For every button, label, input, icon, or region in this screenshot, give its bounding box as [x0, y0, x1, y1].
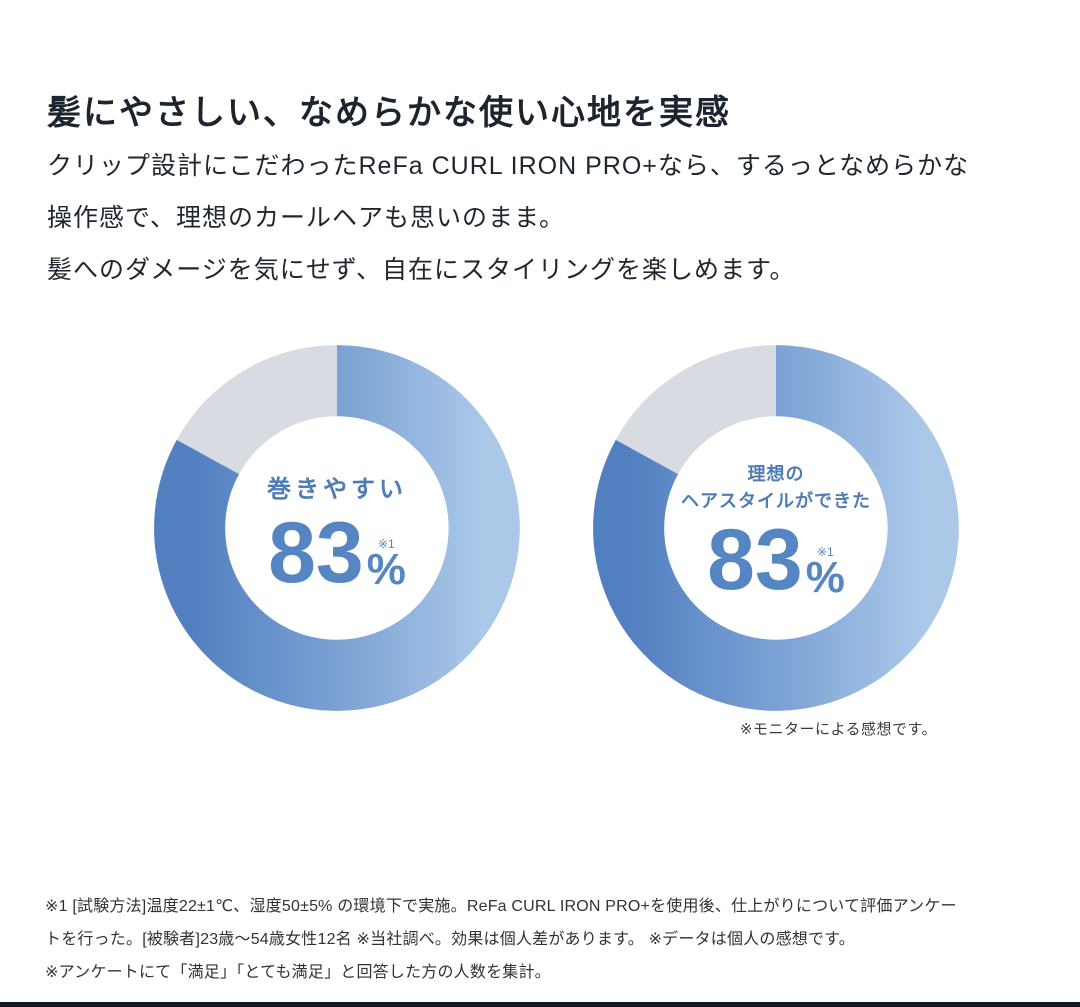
- footnotes-block: ※1 [試験方法]温度22±1℃、湿度50±5% の環境下で実施。ReFa CU…: [45, 890, 957, 989]
- donut-center-content: 巻きやすい 83 ※1 %: [144, 335, 530, 721]
- donut-label: 理想の ヘアスタイルができた: [681, 461, 871, 515]
- footnote-line-3: ※アンケートにて「満足」「とても満足」と回答した方の人数を集計。: [45, 964, 551, 981]
- percent-sign: %: [805, 552, 845, 602]
- donut-remainder-segment: [176, 345, 339, 476]
- donut-chart-ideal-hairstyle: 理想の ヘアスタイルができた 83 ※1 %: [583, 335, 969, 721]
- body-line-3: 髪へのダメージを気にせず、自在にスタイリングを楽しめます。: [47, 256, 796, 284]
- chart-note: ※モニターによる感想です。: [739, 721, 937, 738]
- donut-chart-ease-of-curling: 巻きやすい 83 ※1 %: [144, 335, 530, 721]
- donut-ring-graphic: [154, 345, 520, 711]
- donut-label-line-1: 理想の: [747, 464, 805, 485]
- donut-charts-row: 巻きやすい 83 ※1 %: [144, 335, 969, 721]
- donut-center-content: 理想の ヘアスタイルができた 83 ※1 %: [583, 335, 969, 721]
- donut-label-line-2: ヘアスタイルができた: [681, 491, 871, 512]
- donut-value-unit-block: ※1 %: [366, 537, 406, 595]
- donut-value-number: 83: [707, 512, 803, 609]
- donut-ring-graphic: [593, 345, 959, 711]
- donut-value-unit-block: ※1 %: [805, 544, 845, 602]
- section-divider: [0, 1002, 1080, 1007]
- footnote-ref-mark: ※1: [816, 544, 834, 559]
- percent-sign: %: [366, 545, 406, 595]
- donut-value-segment: [593, 345, 959, 711]
- donut-remainder-segment: [615, 345, 778, 476]
- donut-value: 83 ※1 %: [707, 512, 845, 609]
- footnote-line-1: ※1 [試験方法]温度22±1℃、湿度50±5% の環境下で実施。ReFa CU…: [45, 898, 957, 915]
- footnote-ref-mark: ※1: [377, 537, 395, 552]
- donut-value-segment: [154, 345, 520, 711]
- body-line-1: クリップ設計にこだわったReFa CURL IRON PRO+なら、するっとなめ…: [47, 152, 970, 180]
- body-copy: クリップ設計にこだわったReFa CURL IRON PRO+なら、するっとなめ…: [47, 140, 969, 296]
- donut-label-line-1: 巻きやすい: [267, 475, 407, 503]
- donut-value: 83 ※1 %: [268, 504, 406, 601]
- section-heading: 髪にやさしい、なめらかな使い心地を実感: [47, 93, 731, 132]
- donut-label: 巻きやすい: [267, 469, 407, 504]
- footnote-line-2: トを行った。[被験者]23歳〜54歳女性12名 ※当社調べ。効果は個人差がありま…: [45, 931, 855, 948]
- donut-value-number: 83: [268, 504, 364, 601]
- body-line-2: 操作感で、理想のカールヘアも思いのまま。: [47, 204, 566, 232]
